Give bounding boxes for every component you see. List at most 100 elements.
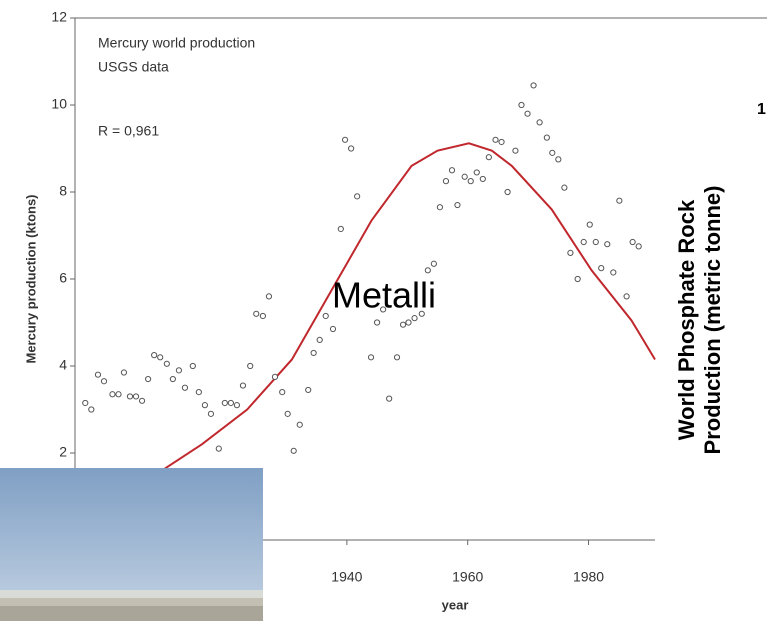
data-point [580,238,587,246]
data-point [504,188,511,196]
page-number: 1 [757,101,766,118]
data-point [543,134,550,141]
data-point [348,145,355,152]
data-point [215,445,222,452]
data-point [94,371,102,378]
x-tick-label: 1960 [452,569,483,585]
data-point [271,373,279,380]
data-point [253,310,260,317]
y-tick-label: 6 [59,270,67,286]
y-tick-label: 4 [59,357,67,373]
data-point [120,369,128,376]
data-point [567,249,574,256]
data-point [616,197,623,204]
data-point [524,110,531,117]
data-point [88,406,95,413]
data-point [115,391,122,398]
data-point [373,319,381,326]
data-point [265,293,273,300]
data-point [316,336,323,343]
x-axis-label: year [442,597,469,612]
photo [0,468,263,621]
data-point [169,375,176,383]
data-point [461,173,468,180]
data-point [561,184,568,191]
data-point [512,147,519,154]
chart-title: Mercury world production [98,35,255,51]
fit-curve [161,142,656,472]
data-point [221,399,228,407]
data-point [310,349,317,357]
data-point [604,241,611,248]
data-point [399,321,407,328]
data-point [138,397,146,404]
data-point [424,267,431,274]
data-point [337,225,344,233]
data-point [100,378,108,385]
y-axis-label: Mercury production (ktons) [23,194,38,363]
data-point [393,354,401,361]
data-point [82,399,89,407]
data-point [284,410,291,417]
data-point [592,238,599,246]
data-point [586,221,593,228]
data-point [239,382,247,389]
data-point [207,410,215,417]
data-point [233,402,241,409]
data-point [189,362,196,370]
data-point [341,136,349,143]
data-point [296,421,303,428]
data-point [145,375,152,383]
data-point [473,169,480,176]
data-point [448,167,456,174]
data-point [290,447,297,454]
data-point [322,312,329,320]
data-point [329,325,337,333]
data-point [574,275,581,283]
data-point [132,393,140,400]
data-point [354,193,361,200]
data-point [305,386,312,394]
data-point [530,82,537,89]
data-point [555,156,562,163]
data-point [367,354,375,361]
data-point [635,243,642,250]
y-tick-label: 8 [59,183,67,199]
chart-subtitle: USGS data [98,59,169,75]
data-point [436,204,444,211]
x-tick-label: 1980 [573,569,604,585]
data-point [479,175,486,183]
data-point [492,136,499,143]
data-point [498,138,505,146]
data-point [629,238,636,246]
data-point [485,154,492,161]
data-point [175,367,183,374]
data-point [259,312,266,320]
data-point [157,354,164,361]
data-point [598,265,605,272]
data-point [195,389,202,396]
data-point [109,391,116,398]
y-tick-label: 10 [51,96,67,112]
data-point [405,319,412,326]
data-point [518,101,525,109]
data-point [411,315,418,322]
data-point [163,360,170,367]
side-label: World Phosphate Rock [674,199,699,440]
overlay-title: Metalli [332,275,436,316]
data-point [536,119,543,126]
data-point [610,269,617,276]
data-point [623,293,630,300]
data-point [467,178,474,185]
x-tick-label: 1940 [331,569,362,585]
data-point [430,260,437,267]
data-point [454,201,461,209]
data-point [227,399,234,407]
data-point [418,310,425,317]
data-point [386,395,393,402]
data-point [279,389,286,396]
data-point [181,384,189,391]
y-tick-label: 12 [51,9,67,25]
data-point [380,306,387,313]
